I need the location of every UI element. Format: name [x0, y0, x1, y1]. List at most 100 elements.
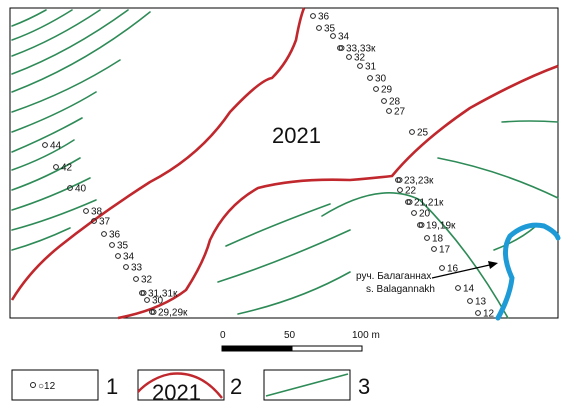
sample-point-marker [346, 54, 352, 60]
sample-point-label: 32 [141, 275, 153, 286]
sample-point-label: 33,33к [346, 44, 376, 55]
contour-line [11, 9, 101, 57]
sample-point-label: 38 [91, 207, 103, 218]
sample-point-marker-pair [406, 199, 413, 205]
sample-point-marker [431, 246, 437, 252]
sample-point-label: 30 [375, 74, 387, 85]
sample-point-marker [83, 208, 89, 214]
boundary-2021-line [10, 7, 306, 301]
contour-line [321, 192, 509, 319]
stream-label-en: s. Balagannakh [366, 284, 435, 295]
sample-point-label: 30 [152, 296, 164, 307]
contour-line [493, 225, 537, 251]
contour-line [11, 177, 91, 211]
scale-tick-100: 100 m [352, 330, 380, 341]
sample-point-label: 17 [439, 245, 451, 256]
sample-point-marker [53, 164, 59, 170]
sample-point-label: 16 [447, 264, 459, 275]
contour-line [217, 229, 351, 283]
map-frame [9, 7, 559, 319]
sample-point-marker [397, 187, 403, 193]
contour-line [11, 199, 97, 231]
sample-point-label: 31 [365, 62, 377, 73]
sample-point-marker [101, 231, 107, 237]
sample-point-marker [109, 242, 115, 248]
sample-point-label: 29,29к [158, 308, 188, 319]
sample-points: 36353433,33к3231302928272523,23к2221,21к… [42, 12, 495, 320]
boundary-2021-line [117, 64, 559, 320]
scale-tick-50: 50 [284, 330, 296, 341]
sample-point-marker [467, 298, 473, 304]
sample-point-marker [411, 210, 417, 216]
sample-point-label: 44 [50, 141, 62, 152]
contour-line [11, 59, 121, 113]
sample-point-label: 28 [389, 97, 401, 108]
contour-line [437, 157, 559, 199]
sample-point-label: 32 [354, 53, 366, 64]
sample-point-label: 20 [419, 209, 431, 220]
sample-point-label: 37 [99, 217, 111, 228]
sample-point-label: 12 [483, 309, 495, 320]
sample-point-marker [367, 75, 373, 81]
sample-point-label: 22 [405, 186, 417, 197]
legend-number-2: 2 [230, 374, 242, 399]
water-body [495, 222, 561, 321]
sample-point-label: 13 [475, 297, 487, 308]
legend-box-points [11, 369, 99, 401]
contour-line [501, 120, 559, 123]
sample-point-marker [373, 86, 379, 92]
contour-line [11, 91, 97, 133]
sample-point-label: 34 [338, 32, 350, 43]
sample-point-marker-pair [140, 290, 147, 296]
scale-tick-0: 0 [220, 330, 226, 341]
sample-point-marker [123, 264, 129, 270]
sample-point-marker [409, 129, 415, 135]
sample-point-marker [67, 185, 73, 191]
legend-boundary-symbol [138, 372, 223, 399]
sample-point-marker [330, 33, 336, 39]
sample-point-marker-pair [338, 45, 345, 51]
sample-point-marker [115, 253, 121, 259]
sample-point-marker-pair [396, 177, 403, 183]
contour-line [11, 9, 73, 41]
sample-point-label: 35 [324, 24, 336, 35]
legend-contour-symbol [265, 373, 349, 397]
legend-box-boundary [137, 369, 225, 401]
sample-point-marker [439, 265, 445, 271]
sample-point-label: 34 [123, 252, 135, 263]
sample-point-marker [144, 297, 150, 303]
sample-point-label: 14 [463, 284, 475, 295]
sample-point-marker [310, 13, 316, 19]
sample-point-marker [357, 63, 363, 69]
contour-line [237, 271, 351, 315]
sample-point-marker [91, 218, 97, 224]
stream-arrow [431, 263, 495, 279]
sample-point-label: 18 [432, 234, 444, 245]
sample-point-marker [381, 98, 387, 104]
sample-point-marker [133, 276, 139, 282]
contour-line [11, 139, 75, 171]
sample-point-label: 36 [318, 12, 330, 23]
stream-label-ru: руч. Балаганнах [356, 271, 431, 282]
legend-year-sample: 2021 [152, 380, 201, 405]
legend-number-1: 1 [106, 374, 118, 399]
legend-point-symbol [30, 382, 36, 388]
sample-point-label: 23,23к [404, 176, 434, 187]
scale-bar-black [221, 345, 293, 352]
sample-point-marker [455, 285, 461, 291]
sample-point-label: 40 [75, 184, 87, 195]
contour-line [11, 9, 129, 75]
sample-point-label: 36 [109, 230, 121, 241]
sample-point-label: 21,21к [414, 198, 444, 209]
sample-point-label: 27 [394, 107, 406, 118]
stream-arrowhead [488, 261, 498, 269]
sample-point-marker-pair [150, 309, 157, 315]
legend-point-label: ○12 [38, 381, 56, 392]
sample-point-label: 25 [417, 128, 429, 139]
sample-point-label: 29 [381, 85, 393, 96]
contour-line [11, 117, 83, 153]
sample-point-label: 31,31к [148, 289, 178, 300]
sample-point-label: 19,19к [426, 221, 456, 232]
contour-line [11, 11, 151, 93]
